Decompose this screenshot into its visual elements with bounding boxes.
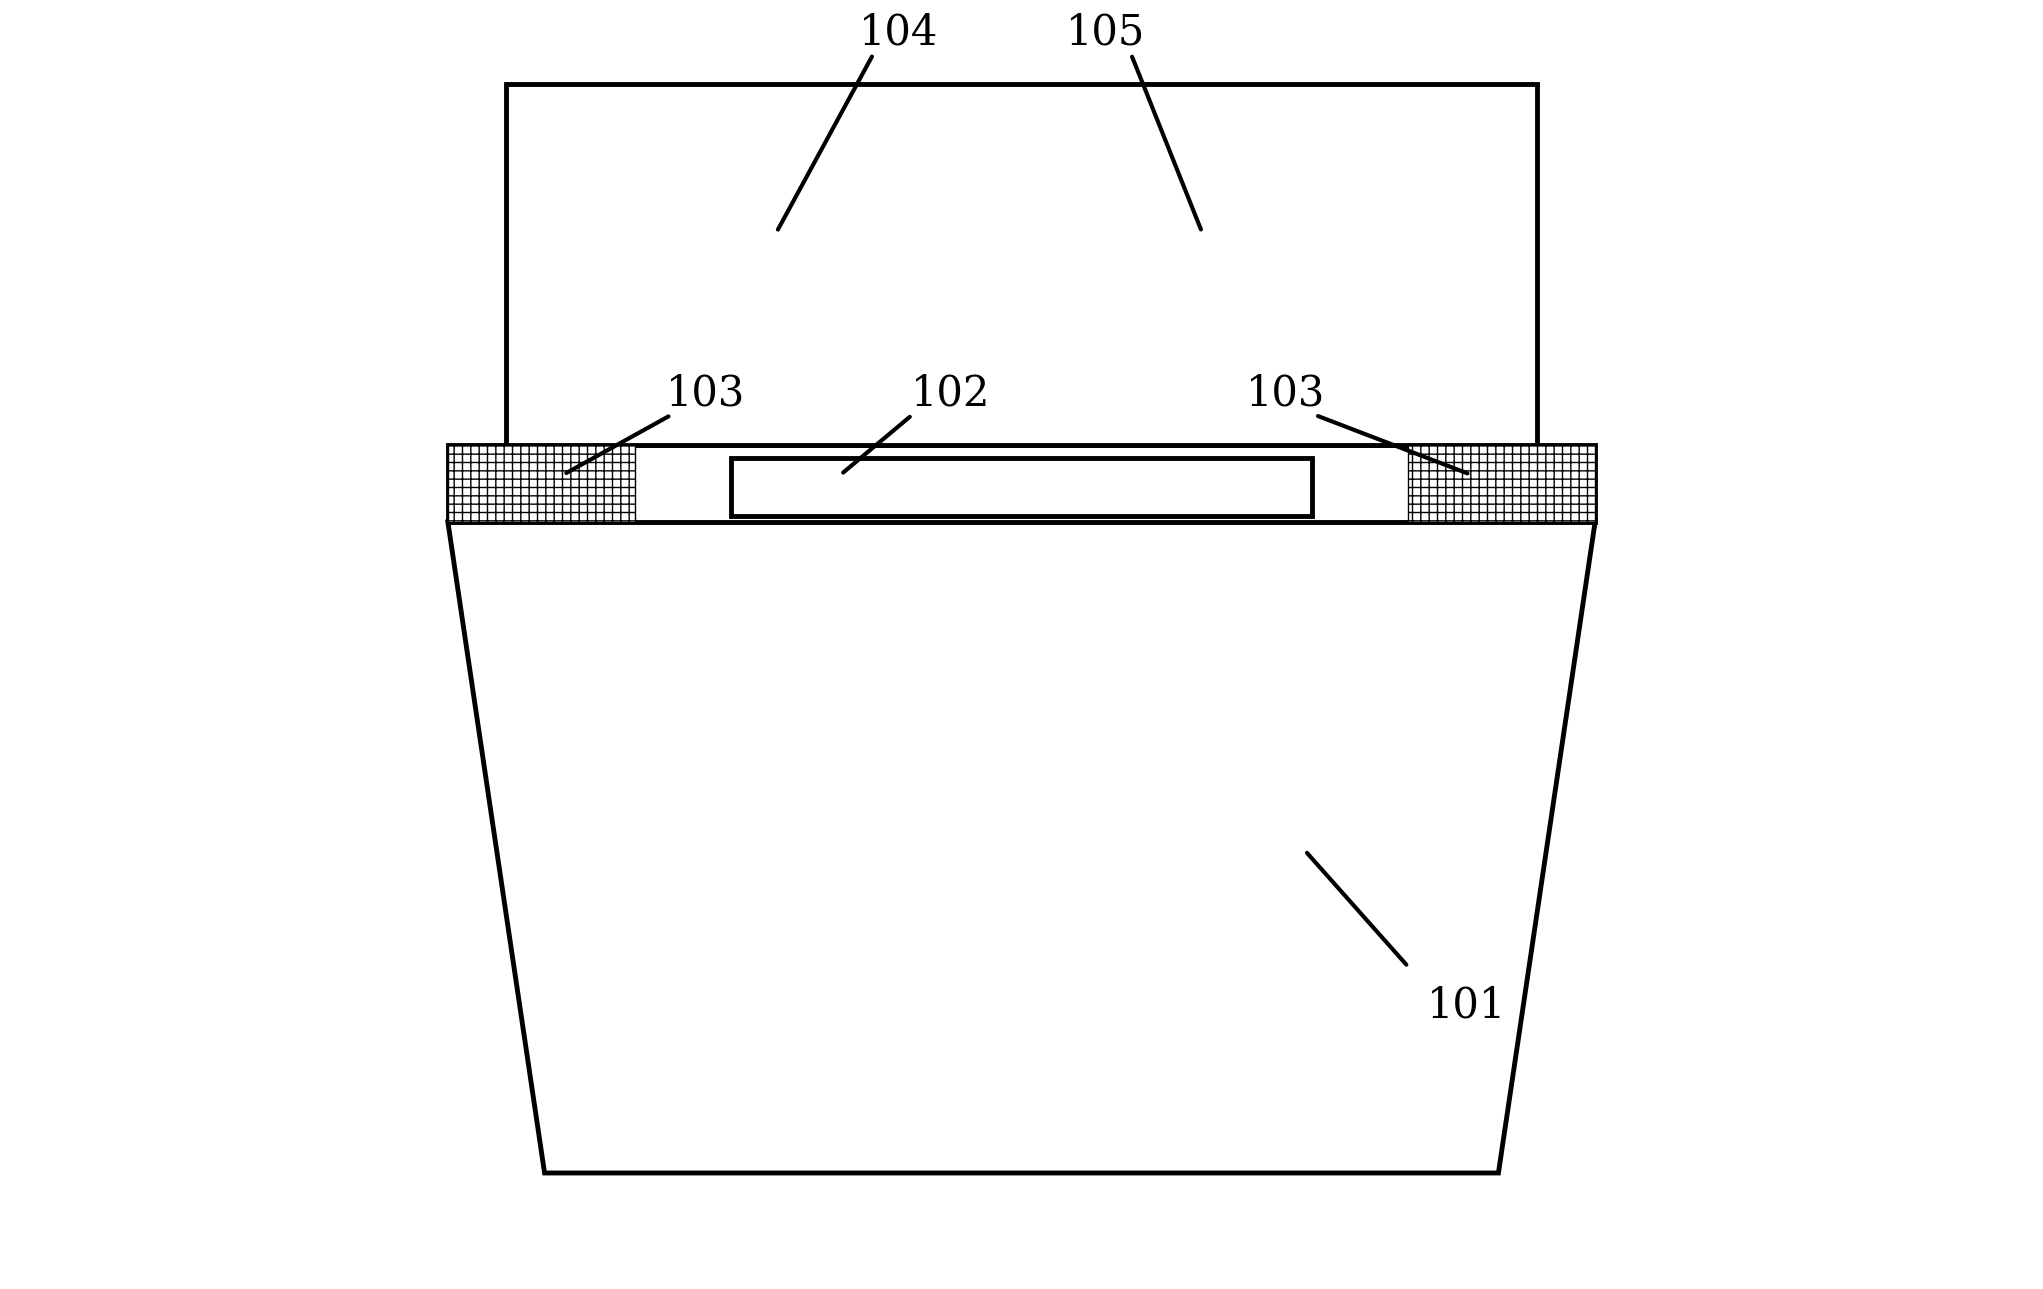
Text: 103: 103	[666, 373, 746, 414]
Bar	[731, 458, 1312, 516]
Text: 104: 104	[860, 12, 938, 53]
Bar	[1408, 445, 1596, 522]
Text: 102: 102	[911, 373, 991, 414]
Polygon shape	[447, 522, 1596, 1173]
Text: 103: 103	[1246, 373, 1326, 414]
Bar	[507, 84, 1536, 445]
Bar	[447, 445, 635, 522]
Bar	[447, 445, 1596, 522]
Text: 105: 105	[1066, 12, 1144, 53]
Text: 101: 101	[1426, 985, 1506, 1026]
